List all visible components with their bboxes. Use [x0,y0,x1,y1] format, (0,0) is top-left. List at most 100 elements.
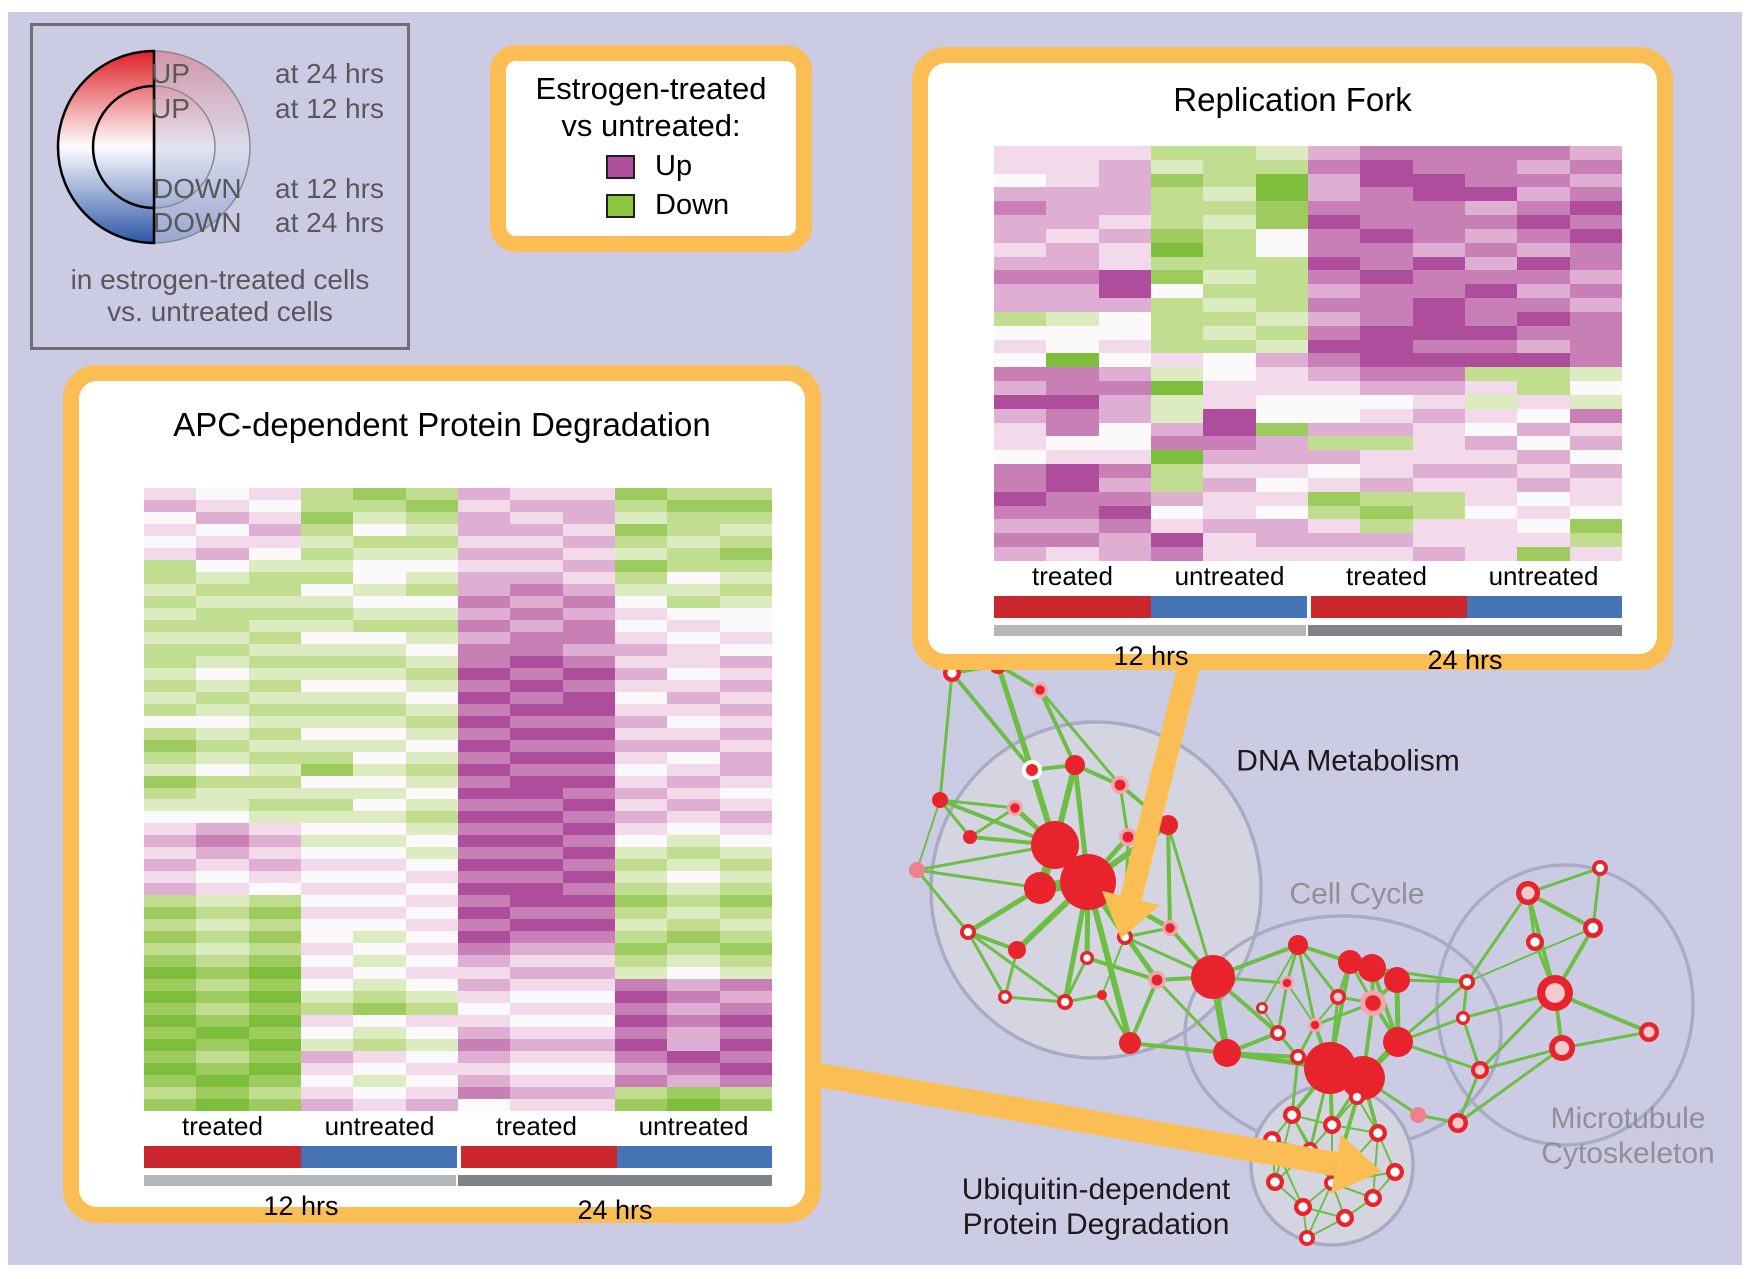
heatmap-row [994,477,1622,492]
heatmap-row [144,667,772,680]
apc-heatmap [144,488,772,1111]
estrogen-title-line2: vs untreated: [561,107,741,143]
gene-node-center [1452,1117,1464,1129]
gene-node-center [1595,863,1605,873]
heatmap-row [144,1099,772,1111]
heatmap-row [144,583,772,596]
heatmap-row [144,1003,772,1016]
gene-node [1119,1032,1141,1054]
network-edge [1371,966,1468,984]
heatmap-row [144,631,772,644]
rf-untreated-24h-label: untreated [1488,561,1599,591]
gene-node [1024,872,1056,904]
network-edge [1561,1030,1650,1050]
heatmap-row [994,284,1622,299]
network-edge [1129,1041,1228,1055]
estrogen-title-line1: Estrogen-treated [535,71,767,106]
gene-node-center [1545,983,1565,1003]
network-edge [1166,824,1172,929]
heatmap-row [144,523,772,536]
gene-node [1031,821,1079,869]
gene-node-center [1340,1213,1350,1223]
network-edge [915,869,970,933]
gene-node-center [1390,1167,1400,1177]
heatmap-row [994,215,1622,229]
panel-arrow-1 [797,1060,1339,1176]
heatmap-row [994,450,1622,465]
network-edge [938,672,954,801]
heatmap-row [144,607,772,620]
gene-node [1383,1027,1413,1057]
apc-bar-untreated-24h [617,1146,772,1168]
gene-node-center [1459,1014,1467,1022]
gene-node-center [1010,803,1020,813]
heatmap-row [144,955,772,968]
apc-panel: APC-dependent Protein Degradation treate… [63,365,821,1225]
heatmap-row [144,499,772,512]
heatmap-row [994,464,1622,478]
heatmap-row [994,422,1622,437]
network-edge [1461,1017,1482,1071]
network-edge [1527,866,1601,895]
gene-node-center [1554,1040,1570,1056]
apc-12hrs-label: 12 hrs [263,1191,339,1221]
network-edge [1479,1046,1563,1072]
network-edge [1397,980,1468,1044]
network-edge [1466,927,1594,983]
gene-node [1158,815,1178,835]
ring-caption-line1: in estrogen-treated cells [70,264,370,295]
heatmap-row [144,1051,772,1064]
panel-arrow-head-0 [1101,890,1161,939]
apc-24hrs-label: 24 hrs [577,1195,653,1225]
apc-untreated-12h-label: untreated [324,1111,435,1141]
network-edge [1290,1056,1300,1116]
heatmap-row [994,491,1622,506]
ring-up-24-label: UP [151,58,190,89]
heatmap-row [144,943,772,956]
network-edge [1004,995,1066,1004]
heatmap-row [994,381,1622,395]
gene-node-center [1287,1110,1297,1120]
heatmap-row [144,763,772,776]
gene-node-center [1587,922,1599,934]
network-edge [1372,1132,1379,1199]
gene-node-center [1298,1202,1308,1212]
gene-node-center [1310,1020,1320,1030]
gene-node-center [1165,923,1175,933]
heatmap-row [144,679,772,692]
heatmap-row [994,547,1622,561]
heatmap-row [144,1087,772,1100]
heatmap-row [144,919,772,932]
heatmap-row [144,655,772,668]
heatmap-row [994,533,1622,548]
rf-group-labels: treated untreated treated untreated [994,561,1622,592]
ubiquitin-line1: Ubiquitin-dependent [961,1173,1231,1207]
heatmap-row [144,811,772,824]
gene-node-center [1365,995,1381,1011]
up-label: Up [655,150,693,183]
replication-fork-heatmap [994,146,1622,561]
heatmap-row [144,715,772,728]
rf-condition-bar [994,596,1622,618]
heatmap-row [994,159,1622,174]
gene-node-center [1114,779,1126,791]
estrogen-legend-box: Estrogen-treated vs untreated: Up Down [490,45,812,252]
network-edge [1276,982,1289,1034]
heatmap-row [144,727,772,740]
gene-node-center [1475,1065,1485,1075]
rf-treated-12h-label: treated [1032,561,1113,591]
gene-node-center [1352,1092,1362,1102]
apc-bar-treated-12h [144,1146,301,1168]
down-color-swatch [606,193,635,218]
heatmap-row [994,367,1622,382]
gene-node-center [1333,992,1343,1002]
heatmap-row [144,703,772,716]
gene-node-center [1530,937,1540,947]
gene-node [1338,950,1362,974]
panel-arrow-0 [1120,647,1204,901]
heatmap-row [144,751,772,764]
heatmap-row [144,871,772,884]
rf-untreated-12h-label: untreated [1174,561,1285,591]
heatmap-row [144,991,772,1004]
apc-condition-bar [144,1146,772,1168]
